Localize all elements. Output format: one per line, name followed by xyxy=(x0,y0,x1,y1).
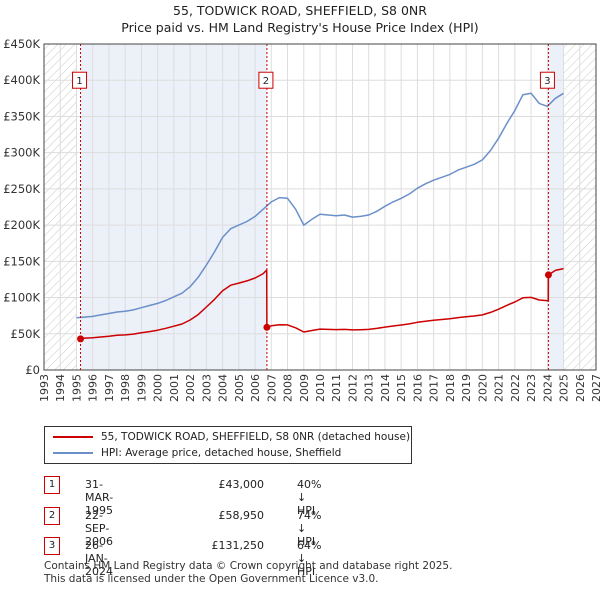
sale-marker-label: 2 xyxy=(263,76,269,87)
x-tick-label: 2006 xyxy=(249,374,262,402)
y-tick-label: £200K xyxy=(3,218,40,232)
x-tick-label: 1998 xyxy=(119,374,132,402)
x-tick-label: 2003 xyxy=(200,374,213,402)
transaction-price: £43,000 xyxy=(218,478,265,491)
transaction-hpi: 40% ↓ HPI xyxy=(297,478,322,517)
sale-point xyxy=(544,271,552,279)
x-tick-label: 2004 xyxy=(217,374,230,402)
x-tick-label: 1993 xyxy=(38,374,51,402)
sale-marker-box xyxy=(72,71,88,89)
x-tick-label: 2009 xyxy=(298,374,311,402)
property-series-line xyxy=(80,267,564,340)
sale-point xyxy=(77,335,85,343)
x-tick-label: 2007 xyxy=(265,374,278,402)
x-tick-label: 1995 xyxy=(70,374,83,402)
x-tick-label: 2027 xyxy=(590,374,600,402)
y-tick-label: £50K xyxy=(11,327,41,341)
x-tick-label: 1999 xyxy=(135,374,148,402)
legend-label-property: 55, TODWICK ROAD, SHEFFIELD, S8 0NR (det… xyxy=(101,431,411,443)
transaction-hpi: 74% ↓ HPI xyxy=(297,509,322,548)
chart-title: 55, TODWICK ROAD, SHEFFIELD, S8 0NR xyxy=(173,3,427,18)
y-tick-label: £300K xyxy=(3,146,40,160)
legend-swatch-hpi xyxy=(53,452,93,454)
x-tick-label: 2014 xyxy=(379,374,392,402)
ownership-period-shade xyxy=(548,44,564,370)
x-tick-label: 2013 xyxy=(363,374,376,402)
sale-marker-box xyxy=(258,71,274,89)
x-tick-label: 2005 xyxy=(233,374,246,402)
y-tick-label: £350K xyxy=(3,109,40,123)
footer-line-licence: This data is licensed under the Open Gov… xyxy=(44,573,379,585)
y-tick-label: £100K xyxy=(3,291,40,305)
transaction-price: £58,950 xyxy=(218,509,265,522)
x-tick-label: 2002 xyxy=(184,374,197,402)
x-tick-label: 2021 xyxy=(493,374,506,402)
x-tick-label: 2012 xyxy=(346,374,359,402)
sale-marker-label: 1 xyxy=(76,76,82,87)
x-tick-label: 2016 xyxy=(411,374,424,402)
legend-label-hpi: HPI: Average price, detached house, Shef… xyxy=(101,447,342,459)
footer-line-copyright: Contains HM Land Registry data © Crown c… xyxy=(44,560,453,572)
chart-legend: 55, TODWICK ROAD, SHEFFIELD, S8 0NR (det… xyxy=(44,426,412,464)
y-tick-label: £0 xyxy=(25,363,40,377)
legend-item-property: 55, TODWICK ROAD, SHEFFIELD, S8 0NR (det… xyxy=(53,429,410,445)
x-tick-label: 2026 xyxy=(574,374,587,402)
sale-point xyxy=(263,323,271,331)
transaction-price: £131,250 xyxy=(211,539,265,552)
transaction-marker: 1 xyxy=(44,476,60,494)
transaction-marker: 3 xyxy=(44,537,60,555)
price-chart: £0 £50K £100K £150K £200K £250K £300K £350K £400… xyxy=(3,37,600,402)
x-tick-label: 1996 xyxy=(87,374,100,402)
x-tick-label: 2019 xyxy=(460,374,473,402)
x-tick-label: 2025 xyxy=(558,374,571,402)
x-tick-label: 2020 xyxy=(476,374,489,402)
hpi-series-line xyxy=(76,92,564,319)
x-tick-label: 2001 xyxy=(168,374,181,402)
sale-marker-box xyxy=(539,71,555,89)
x-tick-label: 1997 xyxy=(103,374,116,402)
footer-credits: Contains HM Land Registry data © Crown c… xyxy=(44,560,452,586)
x-tick-label: 2015 xyxy=(395,374,408,402)
x-tick-label: 2018 xyxy=(444,374,457,402)
y-tick-label: £400K xyxy=(3,73,40,87)
x-tick-label: 2011 xyxy=(330,374,343,402)
x-tick-label: 1994 xyxy=(54,374,67,402)
chart-subtitle: Price paid vs. HM Land Registry's House … xyxy=(121,20,479,35)
x-tick-label: 2023 xyxy=(525,374,538,402)
legend-swatch-property xyxy=(53,436,93,438)
y-tick-label: £150K xyxy=(3,254,40,268)
x-tick-label: 2000 xyxy=(152,374,165,402)
x-tick-label: 2008 xyxy=(282,374,295,402)
plot-frame xyxy=(43,43,597,371)
legend-item-hpi: HPI: Average price, detached house, Shef… xyxy=(53,445,341,461)
transaction-hpi: 64% ↓ HPI xyxy=(297,539,322,578)
y-tick-label: £450K xyxy=(3,37,40,51)
transaction-date: 31-MAR-1995 xyxy=(85,478,114,517)
x-tick-label: 2022 xyxy=(509,374,522,402)
x-tick-label: 2010 xyxy=(314,374,327,402)
x-tick-label: 2017 xyxy=(428,374,441,402)
x-tick-label: 2024 xyxy=(541,374,554,402)
transaction-date: 22-SEP-2006 xyxy=(85,509,113,548)
transaction-date: 26-JAN-2024 xyxy=(85,539,113,578)
chart-title-block: 55, TODWICK ROAD, SHEFFIELD, S8 0NR Pric… xyxy=(0,2,600,36)
y-tick-label: £250K xyxy=(3,182,40,196)
sale-marker-label: 3 xyxy=(544,76,550,87)
transaction-marker: 2 xyxy=(44,507,60,525)
